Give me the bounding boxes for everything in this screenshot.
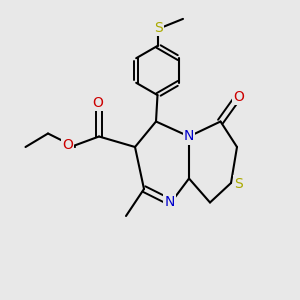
Text: S: S: [154, 21, 163, 35]
Text: S: S: [234, 177, 243, 190]
Text: N: N: [184, 130, 194, 143]
Text: O: O: [233, 90, 244, 104]
Text: O: O: [62, 138, 73, 152]
Text: N: N: [164, 196, 175, 209]
Text: O: O: [92, 96, 103, 110]
